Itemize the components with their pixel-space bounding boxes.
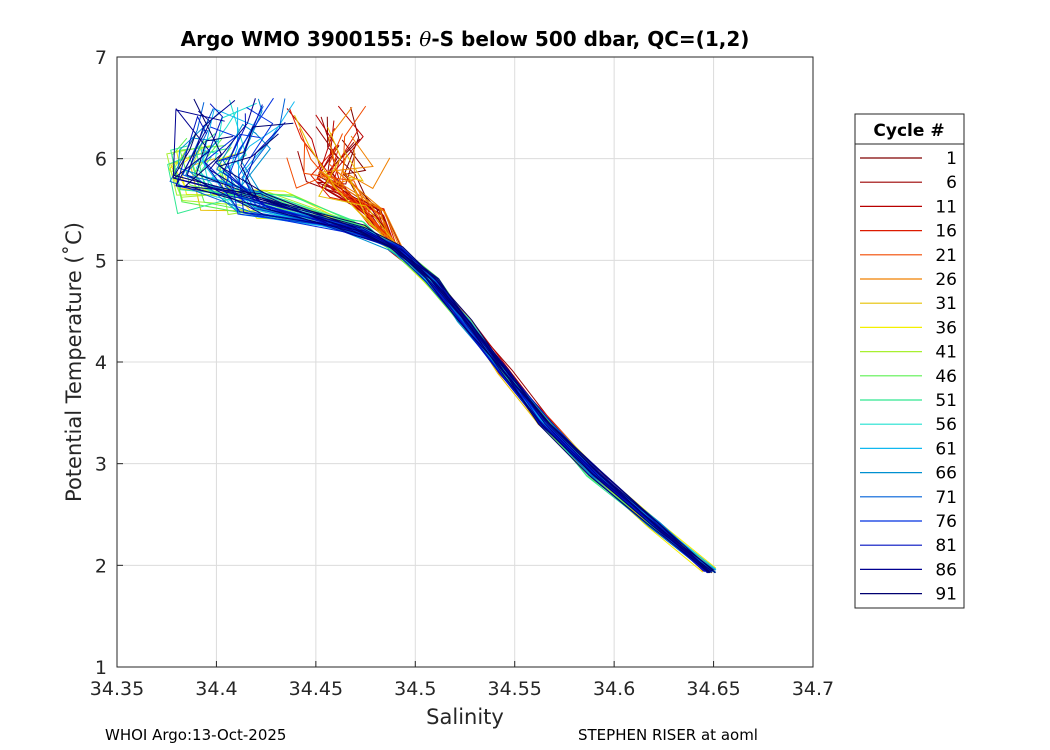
grid-lines [116, 56, 814, 668]
profile-line [218, 133, 713, 572]
legend-label: 51 [935, 391, 957, 411]
x-tick-label: 34.6 [593, 678, 635, 700]
legend-box [854, 113, 965, 609]
profile-line [172, 108, 711, 573]
y-axis-label: Potential Temperature (˚C) [62, 222, 86, 502]
legend-label: 86 [935, 560, 957, 580]
x-tick-label: 34.7 [792, 678, 834, 700]
x-tick-label: 34.45 [289, 678, 343, 700]
legend-label: 91 [935, 585, 957, 605]
legend-label: 76 [935, 512, 957, 532]
legend-label: 46 [935, 367, 957, 387]
legend-label: 66 [935, 464, 957, 484]
legend-title: Cycle # [873, 121, 944, 141]
legend-label: 81 [935, 536, 957, 556]
x-tick-label: 34.5 [394, 678, 436, 700]
legend-label: 61 [935, 439, 957, 459]
legend-label: 16 [935, 222, 957, 242]
y-tick-label: 3 [95, 454, 107, 476]
x-tick-label: 34.65 [686, 678, 740, 700]
legend: Cycle # 16111621263136414651566166717681… [854, 113, 965, 609]
chart-title: Argo WMO 3900155: θ-S below 500 dbar, QC… [181, 27, 750, 51]
x-tick-labels: 34.35 34.4 34.45 34.5 34.55 34.6 34.65 34.7 [90, 678, 834, 700]
y-tick-label: 2 [95, 555, 107, 577]
legend-label: 26 [935, 270, 957, 290]
legend-label: 36 [935, 318, 957, 338]
legend-label: 21 [935, 246, 957, 266]
legend-label: 1 [946, 149, 957, 169]
profile-line [240, 122, 716, 574]
y-tick-label: 6 [95, 149, 107, 171]
profile-line [195, 136, 711, 573]
profile-line [186, 100, 710, 573]
legend-label: 31 [935, 294, 957, 314]
x-axis-label: Salinity [426, 705, 504, 729]
axes-frame [116, 56, 814, 668]
legend-label: 71 [935, 488, 957, 508]
footer-right: STEPHEN RISER at aoml [578, 726, 758, 744]
legend-label: 41 [935, 343, 957, 363]
profile-line [173, 133, 710, 573]
y-tick-label: 4 [95, 352, 107, 374]
x-tick-label: 34.55 [488, 678, 542, 700]
x-tick-label: 34.35 [90, 678, 144, 700]
legend-label: 11 [935, 197, 957, 217]
legend-label: 6 [946, 173, 957, 193]
x-tick-label: 34.4 [195, 678, 237, 700]
legend-label: 56 [935, 415, 957, 435]
y-tick-label: 1 [95, 657, 107, 679]
footer-left: WHOI Argo:13-Oct-2025 [105, 726, 286, 744]
y-tick-label: 5 [95, 250, 107, 272]
profile-lines [166, 97, 717, 574]
profile-line [184, 98, 715, 571]
y-tick-label: 7 [95, 47, 107, 69]
y-tick-labels: 1 2 3 4 5 6 7 [95, 47, 107, 679]
